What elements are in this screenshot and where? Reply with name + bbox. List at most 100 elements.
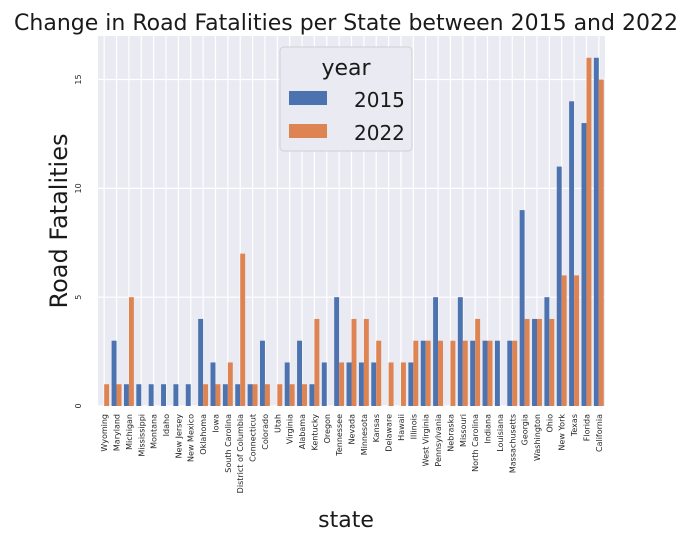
x-tick-label: California [595,414,604,452]
bars [104,57,604,406]
bar-2015-nevada [346,362,352,406]
bar-2015-florida [581,123,587,406]
x-tick-label: Nebraska [446,414,455,452]
bar-2015-texas [569,101,575,406]
y-tick-labels: 0 5 10 15 [74,74,83,408]
x-tick-label: Connecticut [249,414,258,462]
bar-2015-alabama [297,340,303,406]
x-tick-label: Texas [570,414,579,437]
bar-2015-iowa [210,362,216,406]
bar-2022-utah [277,384,283,406]
x-tick-label: Massachusetts [508,414,517,473]
bar-2022-nebraska [450,340,456,406]
bar-2015-oklahoma [198,318,204,406]
x-tick-label: Montana [150,414,159,449]
bar-2015-oregon [321,362,327,406]
bar-2022-massachusetts [512,340,518,406]
x-tick-label: Nevada [348,414,357,445]
legend: year 2015 2022 [279,46,413,152]
bar-2022-north-carolina [475,318,481,406]
legend-label-2022: 2022 [354,121,405,145]
bar-2022-wyoming [104,384,110,406]
bar-2022-texas [574,275,580,406]
legend-swatch-2022 [289,124,327,138]
bar-2022-virginia [289,384,295,406]
bar-2015-indiana [482,340,488,406]
bar-2015-massachusetts [507,340,513,406]
bar-2015-new-york [556,166,562,406]
bar-2015-georgia [519,210,525,406]
bar-2022-pennsylvania [438,340,444,406]
bar-2022-kansas [376,340,382,406]
x-tick-label: Idaho [162,414,171,436]
x-tick-label: New Mexico [187,414,196,462]
bar-2015-kentucky [309,384,315,406]
x-tick-label: West Virginia [422,414,431,466]
bar-2015-minnesota [358,362,364,406]
legend-swatch-2015 [289,91,327,105]
bar-2022-illinois [413,340,419,406]
bar-2022-oklahoma [203,384,209,406]
x-tick-label: Tennessee [335,414,344,457]
bar-2015-ohio [544,297,550,406]
x-tick-label: Indiana [484,414,493,444]
x-tick-label: Illinois [409,414,418,439]
bar-2022-tennessee [339,362,345,406]
x-tick-label: New Jersey [174,414,183,459]
legend-title: year [321,56,371,81]
bar-2022-california [598,79,604,406]
bar-2015-pennsylvania [433,297,439,406]
x-tick-label: Colorado [261,414,270,450]
x-tick-label: Hawaii [397,414,406,441]
legend-label-2015: 2015 [354,88,405,112]
bar-2015-louisiana [494,340,500,406]
bar-2015-idaho [161,384,167,406]
bar-2022-kentucky [314,318,320,406]
bar-2015-tennessee [334,297,340,406]
bar-2015-new-mexico [185,384,191,406]
x-tick-label: Florida [582,414,591,441]
x-axis-label: state [318,508,374,533]
x-tick-label: Kansas [372,414,381,442]
x-tick-label: Kentucky [310,414,319,451]
bar-2022-colorado [264,384,270,406]
x-tick-label: Ohio [545,414,554,433]
bar-2015-illinois [408,362,414,406]
x-tick-label: Wyoming [100,414,109,452]
x-tick-label: Mississippi [137,414,146,457]
bar-2022-indiana [487,340,493,406]
x-tick-label: Michigan [125,414,134,450]
x-tick-label: Alabama [298,414,307,449]
x-tick-label: Georgia [521,414,530,445]
bar-2022-washington [536,318,542,406]
bar-2015-california [593,57,599,406]
bar-2015-maryland [111,340,117,406]
x-tick-label: North Carolina [471,414,480,472]
bar-2022-missouri [462,340,468,406]
bar-2022-hawaii [400,362,406,406]
x-tick-label: Maryland [113,414,122,451]
x-tick-labels: Wyoming Maryland Michigan Mississippi Montan… [100,414,604,494]
x-tick-label: Virginia [286,414,295,444]
bar-2022-maryland [116,384,122,406]
bar-2015-north-carolina [470,340,476,406]
bar-2015-montana [148,384,154,406]
bar-2015-mississippi [136,384,142,406]
bar-2015-virginia [284,362,290,406]
bar-2022-west-virginia [425,340,431,406]
bar-2022-delaware [388,362,394,406]
y-tick-label: 5 [74,295,83,300]
bar-2015-connecticut [247,384,253,406]
x-tick-label: Pennsylvania [434,414,443,467]
x-tick-label: Washington [533,414,542,461]
y-tick-label: 15 [74,74,83,84]
bar-2022-iowa [215,384,221,406]
bar-2015-district-of-columbia [235,384,241,406]
x-tick-label: Minnesota [360,414,369,455]
x-tick-label: South Carolina [224,414,233,473]
bar-2015-kansas [371,362,377,406]
bar-2022-south-carolina [227,362,233,406]
chart-title: Change in Road Fatalities per State betw… [14,11,678,36]
x-tick-label: Oklahoma [199,414,208,455]
